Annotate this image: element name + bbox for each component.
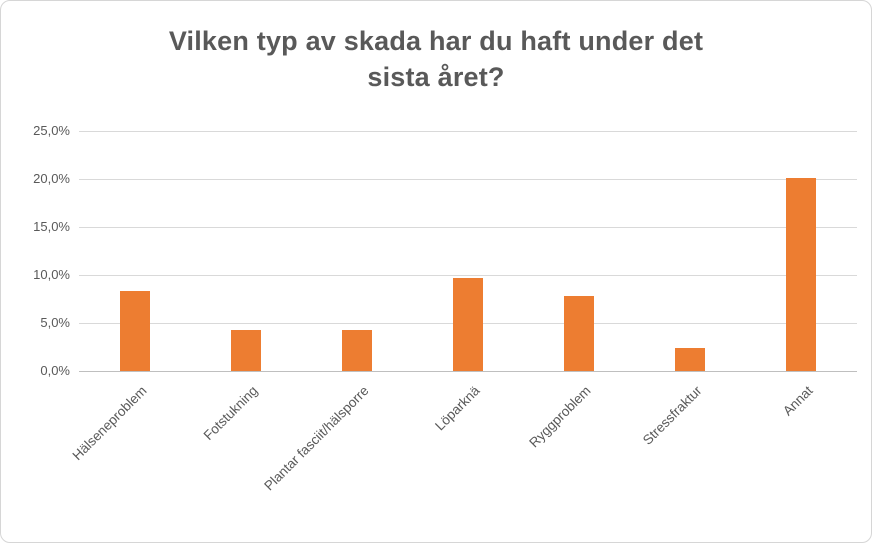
y-gridline — [79, 275, 857, 276]
y-gridline — [79, 227, 857, 228]
y-axis-tick-label: 10,0% — [33, 267, 70, 282]
y-axis-tick-label: 0,0% — [40, 363, 70, 378]
bar — [564, 296, 595, 371]
x-axis-line — [79, 371, 857, 372]
bar — [119, 291, 150, 371]
y-gridline — [79, 131, 857, 132]
y-gridline — [79, 179, 857, 180]
chart-title: Vilken typ av skada har du haft under de… — [1, 23, 871, 96]
y-axis-tick-label: 15,0% — [33, 219, 70, 234]
bar — [786, 178, 817, 371]
chart-title-line-1: Vilken typ av skada har du haft under de… — [168, 26, 704, 56]
bar — [230, 329, 261, 371]
y-axis-tick-label: 25,0% — [33, 123, 70, 138]
chart-title-line-2: sista året? — [367, 62, 505, 93]
y-axis-tick-label: 20,0% — [33, 171, 70, 186]
bar — [453, 277, 483, 371]
bar — [675, 347, 706, 371]
bar — [341, 329, 372, 371]
y-axis-tick-label: 5,0% — [40, 315, 70, 330]
